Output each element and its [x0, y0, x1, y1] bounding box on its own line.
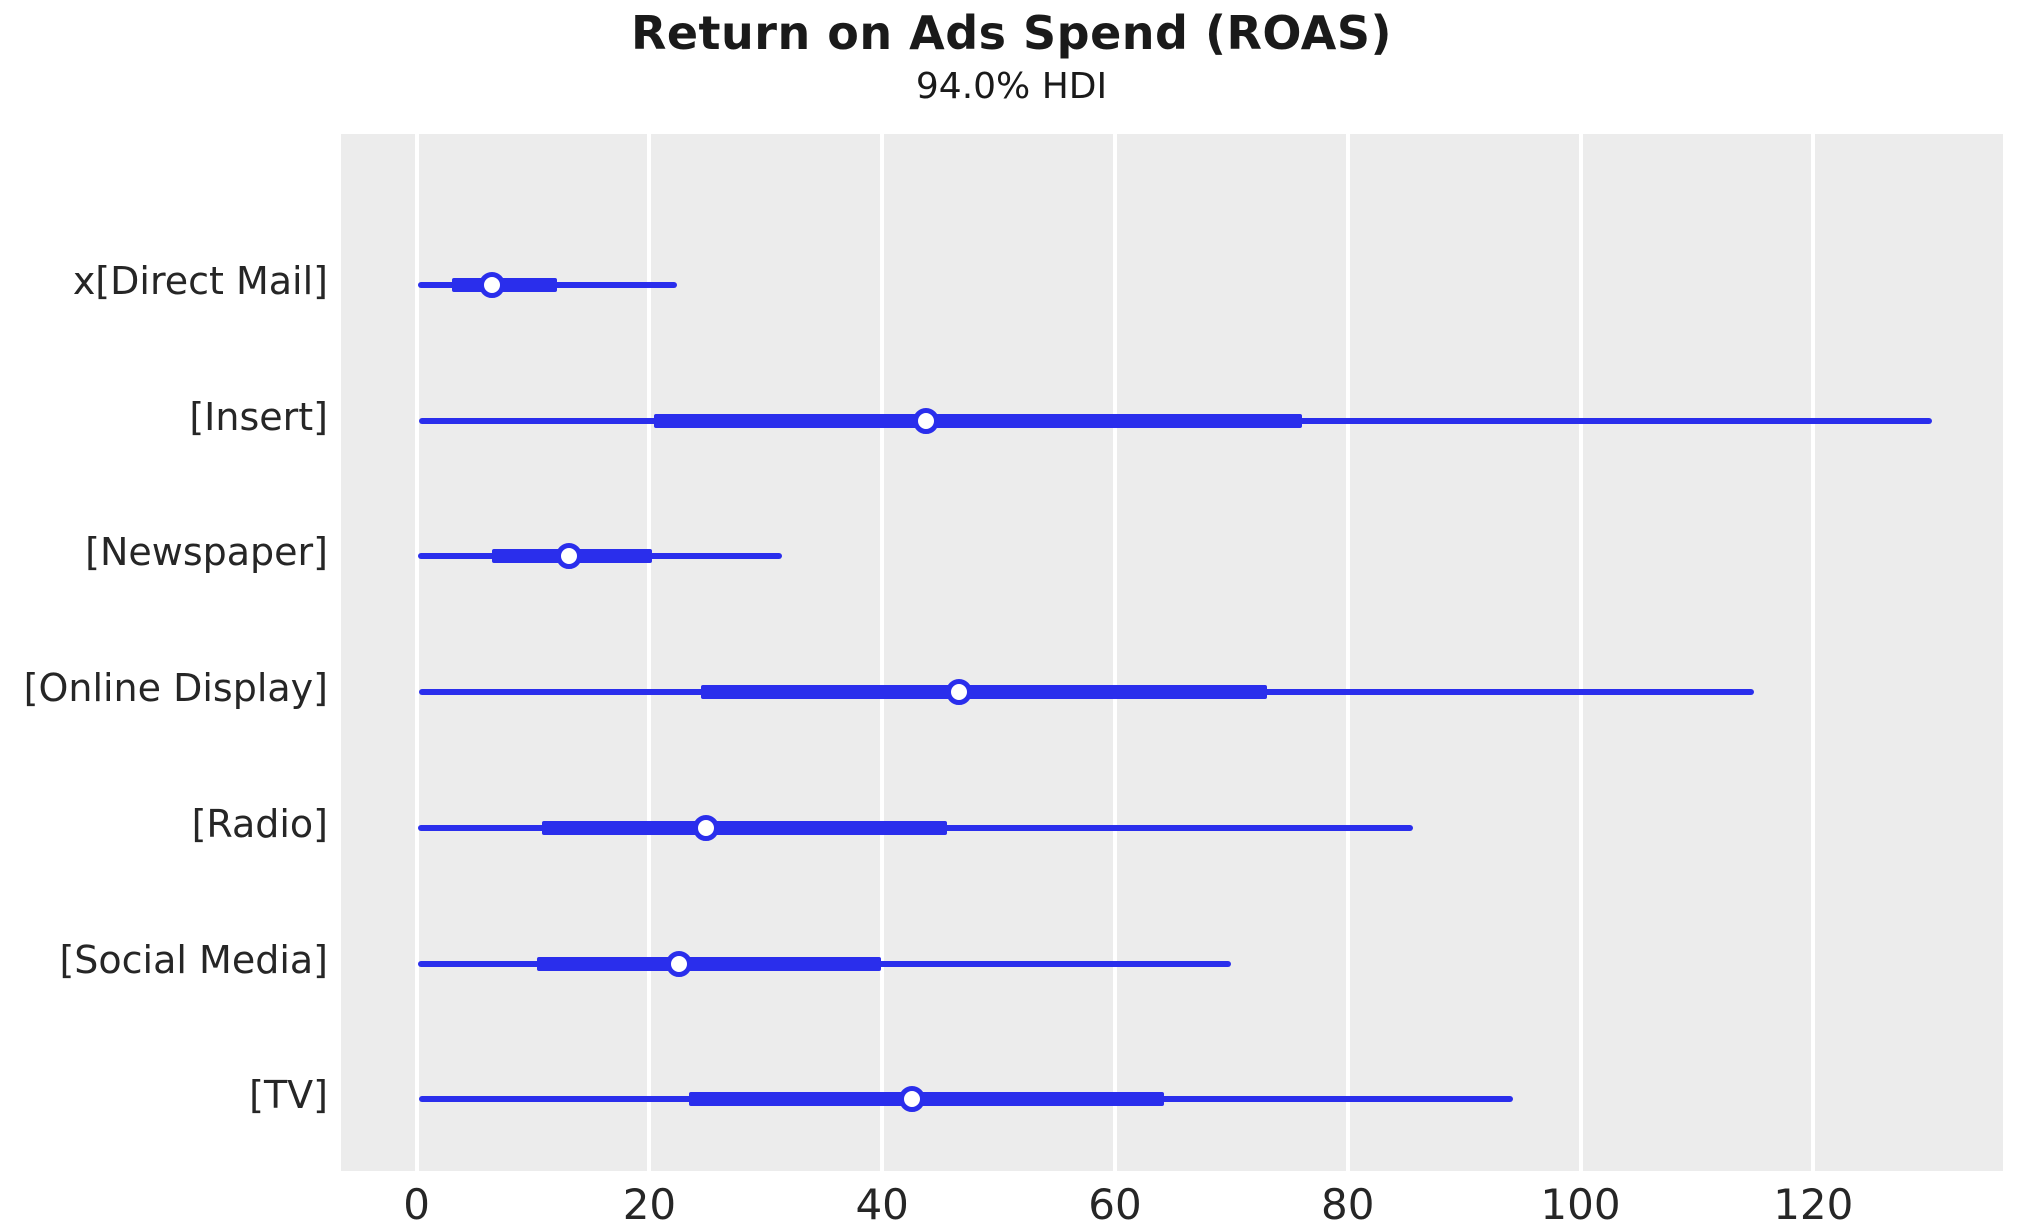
- median-marker: [479, 271, 506, 298]
- row-label: [Social Media]: [59, 937, 328, 982]
- x-tick-label: 120: [1773, 1180, 1854, 1223]
- median-marker: [913, 407, 940, 434]
- row-label: [TV]: [249, 1073, 328, 1118]
- gridline: [1578, 134, 1583, 1171]
- median-marker: [556, 543, 583, 570]
- x-tick-label: 0: [403, 1180, 431, 1223]
- x-tick-label: 40: [855, 1180, 909, 1223]
- iqr-line: [700, 685, 1268, 700]
- row-label: [Radio]: [191, 801, 328, 846]
- median-marker: [946, 679, 972, 706]
- x-tick-label: 60: [1088, 1180, 1142, 1223]
- iqr-line: [654, 413, 1303, 428]
- x-tick-label: 20: [622, 1180, 677, 1223]
- gridline: [880, 134, 885, 1171]
- chart-title: Return on Ads Spend (ROAS): [630, 6, 1393, 60]
- row-label: [Online Display]: [23, 666, 328, 711]
- iqr-line: [688, 1092, 1164, 1107]
- gridline: [1345, 134, 1350, 1171]
- chart-subtitle: 94.0% HDI: [915, 66, 1108, 107]
- iqr-line: [536, 956, 882, 971]
- row-label: [Insert]: [189, 394, 328, 439]
- median-marker: [693, 814, 720, 841]
- row-label: x[Direct Mail]: [72, 258, 328, 303]
- row-label: [Newspaper]: [85, 530, 328, 575]
- median-marker: [665, 950, 692, 977]
- x-tick-label: 80: [1321, 1180, 1375, 1223]
- gridline: [1112, 134, 1117, 1171]
- plot-area: [341, 134, 2003, 1171]
- gridline: [1811, 134, 1816, 1171]
- gridline: [647, 134, 652, 1171]
- median-marker: [899, 1086, 926, 1113]
- iqr-line: [542, 820, 948, 835]
- gridline: [414, 134, 419, 1171]
- x-tick-label: 100: [1540, 1180, 1621, 1223]
